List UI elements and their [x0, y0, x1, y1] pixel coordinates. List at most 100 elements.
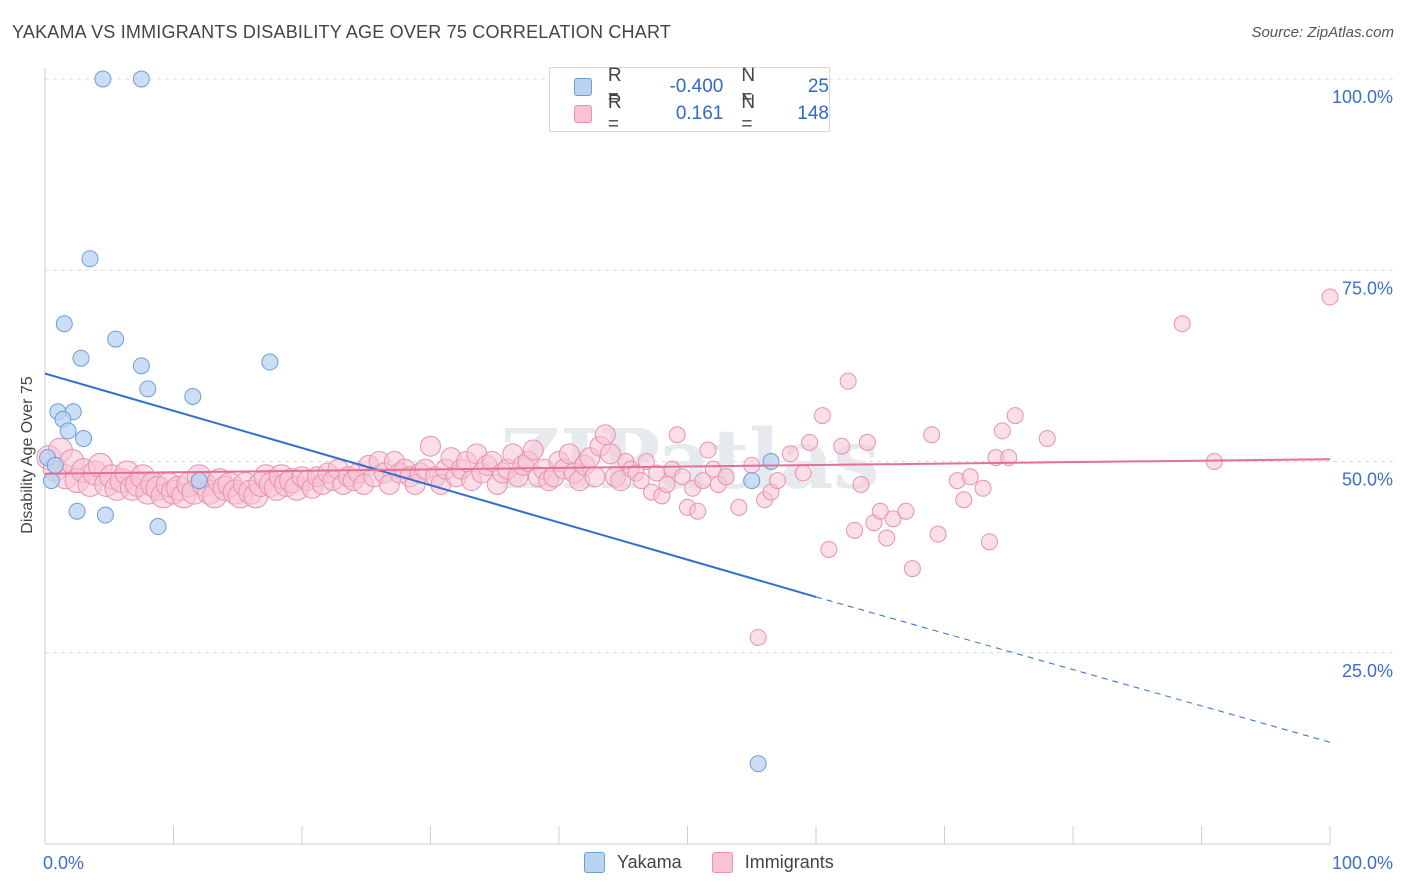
immigrants-point	[897, 502, 915, 520]
immigrants-point	[584, 466, 606, 488]
y-tick-label: 50.0%	[1342, 470, 1393, 490]
n-value: 148	[797, 103, 829, 124]
yakama-swatch	[584, 852, 605, 873]
immigrants-point	[632, 472, 650, 490]
n-label: N =	[741, 65, 756, 108]
x-tick-label: 100.0%	[1332, 853, 1393, 873]
yakama-point	[132, 70, 150, 88]
immigrants-point	[801, 433, 819, 451]
immigrants-point	[699, 441, 717, 459]
yakama-trend-extension	[815, 596, 1331, 743]
immigrants-swatch	[574, 105, 592, 123]
immigrants-point	[599, 443, 621, 465]
yakama-point	[743, 472, 761, 490]
x-tick-labels: 0.0% 100.0%	[43, 853, 1393, 873]
x-tick-label: 0.0%	[43, 853, 84, 873]
y-tick-labels: 25.0% 50.0% 75.0% 100.0%	[1332, 87, 1393, 681]
y-tick-label: 75.0%	[1342, 278, 1393, 298]
immigrants-point	[980, 533, 998, 551]
immigrants-point	[768, 472, 786, 490]
immigrants-point	[1038, 430, 1056, 448]
immigrants-point	[884, 510, 902, 528]
yakama-point	[46, 456, 64, 474]
yakama-point	[96, 506, 114, 524]
yakama-point	[184, 387, 202, 405]
yakama-point	[68, 502, 86, 520]
immigrants-point	[637, 453, 655, 470]
y-tick-label: 25.0%	[1342, 661, 1393, 681]
immigrants-point	[668, 426, 686, 444]
immigrants-point	[955, 491, 973, 509]
yakama-point	[762, 453, 780, 470]
immigrants-point	[1321, 288, 1339, 306]
immigrants-point	[420, 435, 441, 457]
immigrants-point	[781, 445, 799, 463]
yakama-point	[55, 315, 73, 333]
yakama-point	[261, 353, 279, 371]
series-legend: Yakama Immigrants	[584, 852, 864, 873]
correlation-legend: R = -0.400 N = 25 R = 0.161 N = 148	[549, 65, 830, 135]
immigrants-point	[1000, 449, 1018, 467]
r-label: R =	[607, 65, 622, 108]
yakama-point	[75, 430, 93, 448]
immigrants-point	[522, 439, 544, 461]
trend-lines	[44, 372, 1331, 743]
yakama-point	[149, 518, 167, 536]
chart-title: YAKAMA VS IMMIGRANTS DISABILITY AGE OVER…	[12, 22, 672, 42]
yakama-point	[81, 250, 99, 268]
immigrants-point	[878, 529, 896, 547]
immigrants-point	[658, 475, 676, 493]
r-value: -0.400	[669, 76, 724, 97]
immigrants-point	[833, 437, 851, 455]
yakama-point	[139, 380, 157, 398]
immigrants-point	[1006, 407, 1024, 425]
n-value: 25	[807, 76, 829, 97]
r-label: R =	[607, 92, 622, 135]
r-value: 0.161	[675, 103, 724, 124]
immigrants-trend-line	[44, 458, 1331, 475]
yakama-trend-line	[44, 372, 817, 598]
immigrants-point	[871, 502, 889, 520]
immigrants-swatch	[711, 852, 733, 873]
yakama-point	[749, 755, 767, 773]
legend-item-yakama: Yakama	[584, 852, 682, 873]
yakama-swatch	[574, 78, 592, 96]
yakama-point	[107, 330, 125, 348]
legend-row-immigrants: R = 0.161 N = 148	[574, 92, 829, 135]
immigrants-point	[974, 479, 992, 497]
immigrants-point	[858, 433, 876, 451]
legend-label-yakama: Yakama	[617, 852, 682, 872]
immigrants-point	[594, 424, 616, 446]
immigrants-point	[749, 628, 767, 646]
source-note: Source: ZipAtlas.com	[1251, 24, 1394, 41]
yakama-point	[72, 349, 90, 367]
yakama-points	[39, 70, 780, 773]
immigrants-point	[903, 560, 921, 578]
immigrants-point	[852, 475, 870, 493]
immigrants-point	[794, 464, 812, 482]
yakama-point	[94, 70, 112, 88]
immigrants-point	[846, 521, 864, 539]
yakama-point	[132, 357, 150, 375]
yakama-point	[42, 472, 60, 490]
immigrants-point	[689, 502, 707, 520]
immigrants-point	[717, 468, 735, 486]
immigrants-point	[961, 468, 979, 486]
immigrants-point	[993, 422, 1011, 440]
immigrants-point	[929, 525, 947, 543]
n-label: N =	[741, 92, 756, 135]
legend-label-immigrants: Immigrants	[744, 852, 834, 872]
immigrants-point	[813, 407, 831, 425]
yakama-point	[59, 422, 77, 440]
legend-row-yakama: R = -0.400 N = 25	[574, 65, 829, 108]
immigrants-point	[1173, 315, 1191, 333]
immigrants-point	[673, 468, 691, 486]
immigrants-point	[820, 540, 838, 558]
immigrants-point	[839, 372, 857, 390]
yakama-point	[190, 472, 208, 490]
gridlines	[45, 78, 1395, 654]
y-tick-label: 100.0%	[1332, 87, 1393, 107]
immigrants-point	[923, 426, 941, 444]
immigrants-point	[730, 498, 748, 516]
